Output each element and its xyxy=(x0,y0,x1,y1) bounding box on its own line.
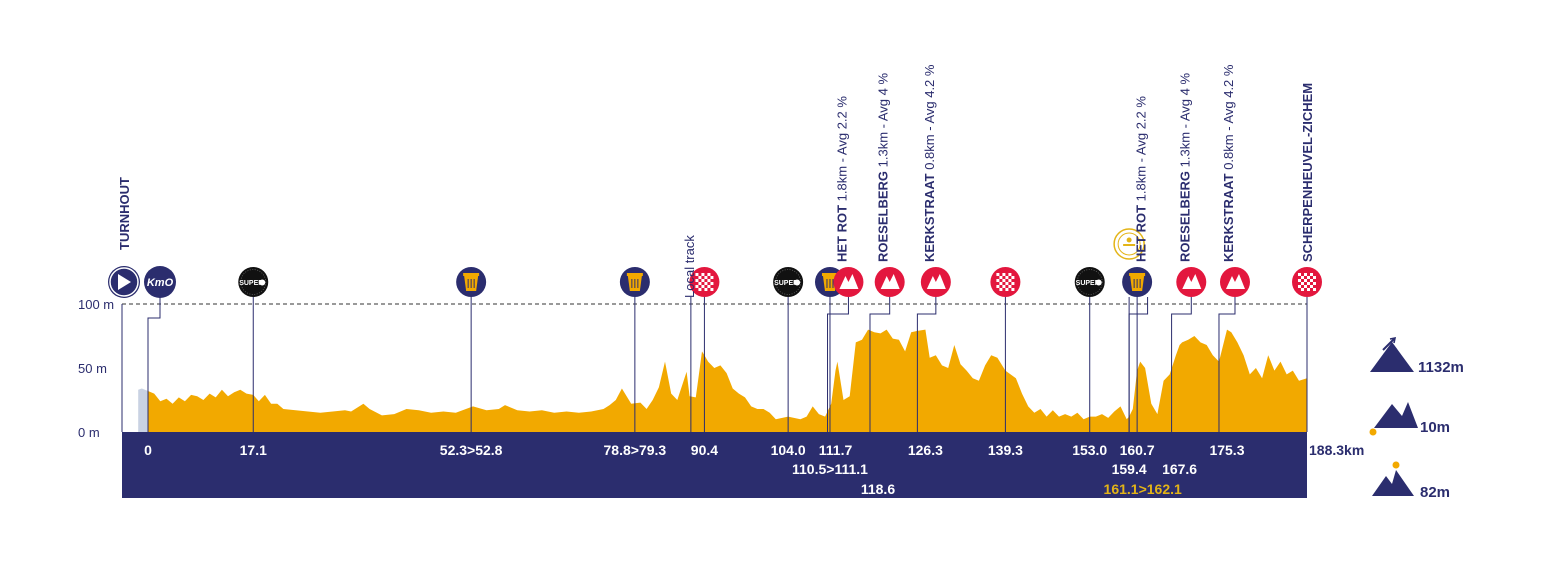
finish-town-label: SCHERPENHEUVEL-ZICHEM xyxy=(1300,83,1315,262)
lowest-elevation-value: 10m xyxy=(1420,419,1450,436)
checkered-flag-icon xyxy=(1292,267,1322,297)
km-label: 167.6 xyxy=(1162,461,1197,477)
super-sprint-label: SUPER xyxy=(774,280,798,287)
climb-stem xyxy=(869,297,891,432)
climb-icon xyxy=(874,267,905,297)
super-sprint-label: SUPER xyxy=(1076,280,1100,287)
super-sprint-icon: SUPER xyxy=(1074,267,1105,297)
start-play-icon xyxy=(108,266,140,298)
climb-label: KERKSTRAAT 0.8km - Avg 4.2 % xyxy=(922,64,937,262)
km-label: 160.7 xyxy=(1120,442,1155,458)
km-label: 175.3 xyxy=(1209,442,1244,458)
feed-zone-icon xyxy=(456,267,487,297)
km-label: 159.4 xyxy=(1112,461,1147,477)
checkered-flag-icon xyxy=(689,267,720,297)
super-sprint-icon: SUPER xyxy=(238,267,269,297)
km-label: 139.3 xyxy=(988,442,1023,458)
climb-label: ROESELBERG 1.3km - Avg 4 % xyxy=(876,73,891,262)
km-label: 78.8>79.3 xyxy=(604,442,667,458)
checkered-flag-icon xyxy=(990,267,1021,297)
km-label: 153.0 xyxy=(1072,442,1107,458)
start-town-label: TURNHOUT xyxy=(117,177,132,250)
highest-point-icon xyxy=(1372,461,1414,496)
km0-stem xyxy=(147,297,161,432)
feed-zone-icon xyxy=(619,267,650,297)
km-label: 118.6 xyxy=(861,481,895,497)
climb-icon xyxy=(1219,267,1250,297)
finish-distance-label: 188.3km xyxy=(1309,442,1364,458)
km-label: 17.1 xyxy=(240,442,267,458)
gold-medal-icon xyxy=(1113,228,1145,260)
climb-stem xyxy=(1218,297,1236,432)
elevation-gain-icon xyxy=(1370,336,1414,372)
km-label: 104.0 xyxy=(771,442,806,458)
climb-stem xyxy=(916,297,937,432)
total-climbing-value: 1132m xyxy=(1418,359,1464,376)
y-tick-label: 100 m xyxy=(78,297,114,312)
distance-bar xyxy=(122,432,1307,498)
local-track-label: Local track xyxy=(682,235,697,298)
climb-icon xyxy=(833,267,864,297)
lowest-point-icon xyxy=(1369,402,1418,436)
km-zero-label: KmO xyxy=(147,277,174,289)
super-sprint-label: SUPER xyxy=(239,280,263,287)
km-label: 161.1>162.1 xyxy=(1104,481,1182,497)
climb-stem xyxy=(1128,297,1149,432)
km-label: 126.3 xyxy=(908,442,943,458)
km-label: 110.5>111.1 xyxy=(792,461,868,477)
y-tick-label: 0 m xyxy=(78,425,100,440)
climb-stem xyxy=(827,297,849,432)
km-label: 111.7 xyxy=(819,442,853,458)
climb-stem xyxy=(1171,297,1192,432)
highest-elevation-value: 82m xyxy=(1420,484,1450,501)
climb-label: HET ROT 1.8km - Avg 2.2 % xyxy=(834,96,849,262)
elevation-area xyxy=(148,329,1307,432)
km-label: 90.4 xyxy=(691,442,718,458)
climb-label: ROESELBERG 1.3km - Avg 4 % xyxy=(1177,73,1192,262)
climb-icon xyxy=(1176,267,1207,297)
stats-legend: 1132m 10m 82m xyxy=(1369,336,1464,501)
super-sprint-icon: SUPER xyxy=(773,267,804,297)
climb-icon xyxy=(920,267,951,297)
km-label: 0 xyxy=(144,442,152,458)
feed-zone-icon xyxy=(1122,267,1153,297)
km-label: 52.3>52.8 xyxy=(440,442,503,458)
climb-label: KERKSTRAAT 0.8km - Avg 4.2 % xyxy=(1221,64,1236,262)
y-tick-label: 50 m xyxy=(78,361,107,376)
km-zero-icon: KmO xyxy=(144,266,176,298)
climb-label: HET ROT 1.8km - Avg 2.2 % xyxy=(1134,96,1149,262)
neutral-zone-area xyxy=(138,388,148,432)
